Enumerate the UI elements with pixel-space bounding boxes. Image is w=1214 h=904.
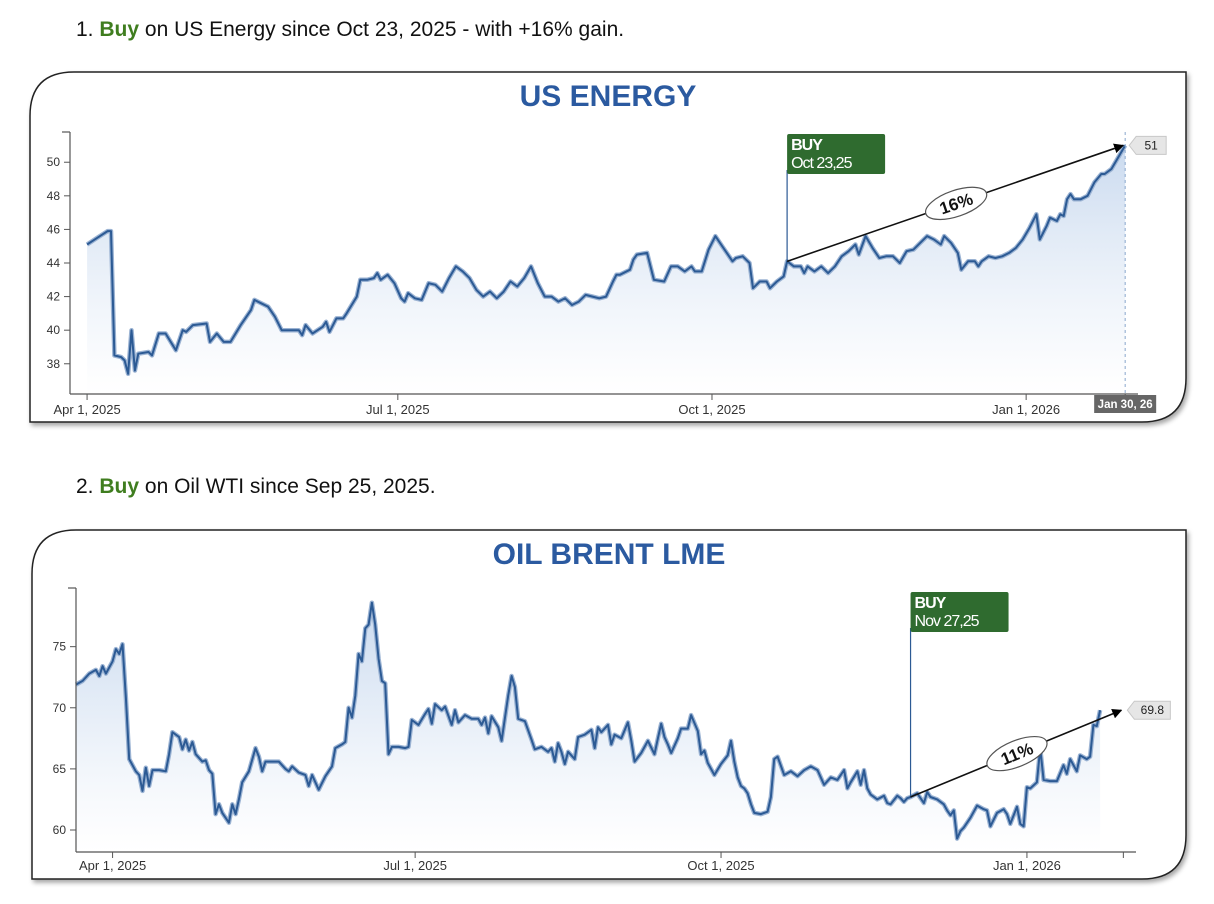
x-tick-label: Jan 1, 2026 <box>993 858 1061 873</box>
y-tick-label: 46 <box>47 222 61 236</box>
buy-label: BUY <box>791 137 823 154</box>
y-tick-label: 50 <box>47 155 61 169</box>
buy-label: BUY <box>915 595 947 612</box>
us-energy-chart: US ENERGY 38 40 42 44 46 48 50 Apr 1, 2025 Jul 1,… <box>29 71 1187 423</box>
oil-brent-chart: OIL BRENT LME 60 65 70 75 Apr 1, 2025 Jul 1, 2… <box>31 529 1187 880</box>
end-date-box <box>1094 395 1157 413</box>
x-tick-label: Jan 1, 2026 <box>992 402 1060 417</box>
last-value-label: 51 <box>1144 138 1158 152</box>
gain-badge: 16% <box>924 186 988 221</box>
last-value-box <box>1126 700 1171 720</box>
y-tick-label: 75 <box>53 640 67 654</box>
end-date-label: Jan 30, 26 <box>1098 399 1153 411</box>
buy-box <box>787 134 886 174</box>
y-tick-label: 40 <box>47 323 61 337</box>
gain-badge-ellipse <box>924 186 988 221</box>
last-value-label: 69.8 <box>1141 703 1165 717</box>
heading-text: on Oil WTI since Sep 25, 2025. <box>144 475 436 498</box>
price-area <box>76 602 1101 852</box>
y-tick-label: 42 <box>47 290 61 304</box>
x-tick-label: Oct 1, 2025 <box>678 402 745 417</box>
y-tick-label: 48 <box>47 189 61 203</box>
price-area <box>87 145 1126 394</box>
x-tick-label: Apr 1, 2025 <box>79 858 146 873</box>
y-tick-label: 70 <box>53 701 67 715</box>
buy-box <box>910 592 1009 632</box>
buy-date: Oct 23,25 <box>791 155 852 172</box>
x-tick-label: Jul 1, 2025 <box>383 858 447 873</box>
heading-us-energy: 1. Buy on US Energy since Oct 23, 2025 -… <box>76 18 624 42</box>
buy-date: Nov 27,25 <box>915 613 980 630</box>
y-tick-label: 44 <box>47 256 61 270</box>
y-tick-label: 60 <box>53 823 67 837</box>
heading-number: 2. <box>76 475 94 498</box>
heading-oil-wti: 2. Buy on Oil WTI since Sep 25, 2025. <box>76 475 436 499</box>
price-line <box>75 601 1102 840</box>
heading-number: 1. <box>76 18 94 41</box>
x-tick-label: Oct 1, 2025 <box>687 858 754 873</box>
heading-buy-word: Buy <box>99 18 140 41</box>
gain-badge-ellipse <box>986 735 1048 772</box>
price-line <box>86 144 1127 375</box>
y-tick-label: 65 <box>53 762 67 776</box>
x-tick-label: Jul 1, 2025 <box>366 402 430 417</box>
x-tick-label: Apr 1, 2025 <box>53 402 120 417</box>
heading-buy-word: Buy <box>99 475 140 498</box>
y-tick-label: 38 <box>47 357 61 371</box>
chart-title: OIL BRENT LME <box>493 538 726 571</box>
chart-title: US ENERGY <box>520 80 697 113</box>
heading-text: on US Energy since Oct 23, 2025 - with +… <box>144 18 625 41</box>
last-value-box <box>1128 135 1167 155</box>
